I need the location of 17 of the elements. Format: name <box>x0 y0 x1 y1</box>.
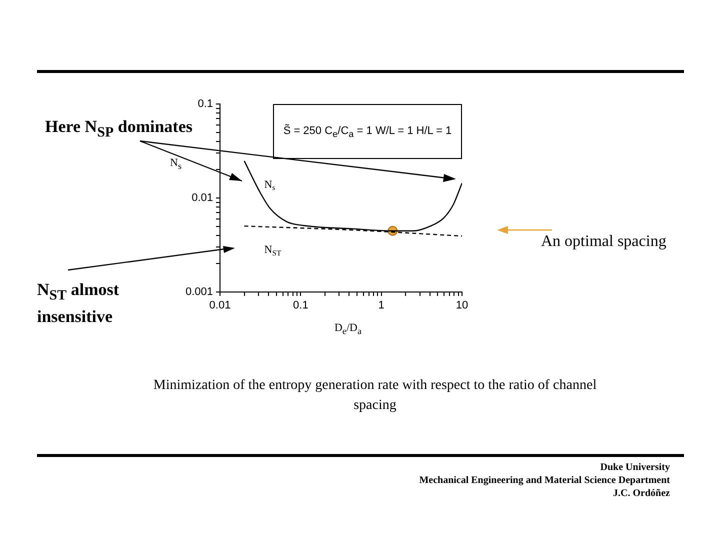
x-tick-label: 0.1 <box>293 300 308 312</box>
y-tick-label: 0.01 <box>192 192 213 204</box>
x-axis-title: D$_{e}$/D$_{a}$ <box>333 322 363 336</box>
text: J.C. Ordóñez <box>613 488 670 499</box>
text: Duke University <box>600 462 670 473</box>
text: An optimal spacing <box>541 233 666 251</box>
x-tick-label: 1 <box>378 300 384 312</box>
text: N$_{ST}$ almost insensitive <box>37 279 120 328</box>
y-axis-title: N$_{s}$ <box>170 157 182 172</box>
x-tick-label: 0.01 <box>209 300 231 312</box>
y-tick-label: 0.001 <box>185 286 213 298</box>
text: Mechanical Engineering and Material Science Department <box>419 475 670 486</box>
annotation: S̃ = 250 C$_{e}$/C$_{a}$ = 1 W/L = 1 H/L = 1 <box>273 104 462 159</box>
x-tick-label: 10 <box>456 300 468 312</box>
text: Here N$_{SP}$ dominates <box>45 117 192 142</box>
text: Minimization of the entropy generation rate with respect to the ratio of channel spacing <box>152 377 598 415</box>
y-tick-label: 0.1 <box>198 98 213 110</box>
